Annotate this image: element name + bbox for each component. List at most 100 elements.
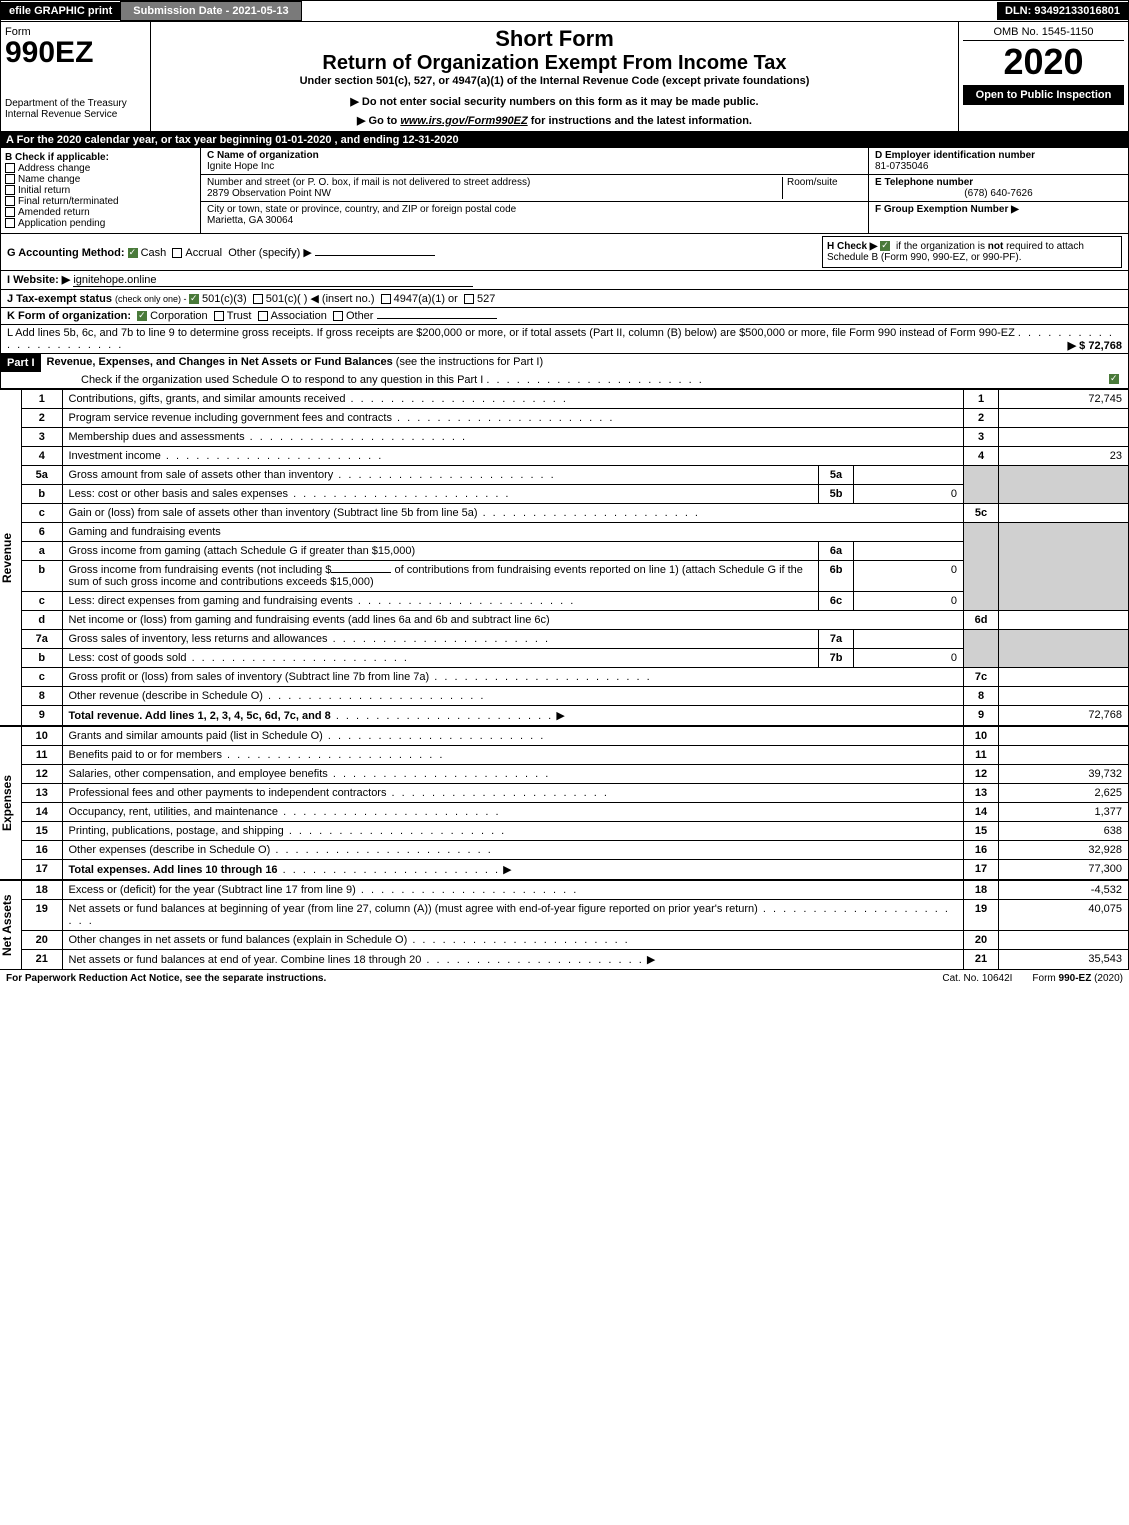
other-org-line[interactable] — [377, 318, 497, 319]
trust-checkbox[interactable] — [214, 311, 224, 321]
check-only-one: (check only one) - — [115, 294, 189, 304]
name-change-checkbox[interactable] — [5, 174, 15, 184]
other-org-label: Other — [346, 310, 374, 322]
line-4: 4Investment income423 — [22, 447, 1129, 466]
goto-link[interactable]: www.irs.gov/Form990EZ — [400, 115, 527, 127]
501c-label: 501(c)( ) ◀ (insert no.) — [266, 293, 375, 305]
initial-return-label: Initial return — [18, 185, 70, 196]
header-left: Form 990EZ Department of the Treasury In… — [1, 22, 151, 131]
expenses-vlabel: Expenses — [0, 726, 22, 880]
cash-checkbox[interactable] — [128, 248, 138, 258]
net-assets-section: Net Assets 18Excess or (deficit) for the… — [0, 880, 1129, 970]
527-checkbox[interactable] — [464, 294, 474, 304]
expenses-section: Expenses 10Grants and similar amounts pa… — [0, 726, 1129, 880]
page-footer: For Paperwork Reduction Act Notice, see … — [0, 970, 1129, 987]
trust-label: Trust — [227, 310, 252, 322]
schedule-o-checkbox[interactable] — [1109, 374, 1119, 384]
header-center: Short Form Return of Organization Exempt… — [151, 22, 958, 131]
netassets-vlabel: Net Assets — [0, 880, 22, 970]
return-title: Return of Organization Exempt From Incom… — [161, 52, 948, 75]
line-5b: bLess: cost or other basis and sales exp… — [22, 485, 1129, 504]
line-6b: bGross income from fundraising events (n… — [22, 561, 1129, 592]
row-i: I Website: ▶ ignitehope.online — [0, 271, 1129, 290]
expenses-table: 10Grants and similar amounts paid (list … — [22, 726, 1129, 880]
h-text2: if the organization is — [896, 241, 988, 252]
4947-checkbox[interactable] — [381, 294, 391, 304]
other-org-checkbox[interactable] — [333, 311, 343, 321]
final-return-label: Final return/terminated — [18, 196, 119, 207]
line-9: 9Total revenue. Add lines 1, 2, 3, 4, 5c… — [22, 706, 1129, 726]
initial-return-checkbox[interactable] — [5, 185, 15, 195]
501c3-checkbox[interactable] — [189, 294, 199, 304]
revenue-table: 1Contributions, gifts, grants, and simil… — [22, 389, 1129, 726]
website-label: I Website: ▶ — [7, 274, 70, 286]
accrual-label: Accrual — [185, 247, 222, 259]
line-3: 3Membership dues and assessments3 — [22, 428, 1129, 447]
final-return-checkbox[interactable] — [5, 196, 15, 206]
form-ref: Form 990-EZ (2020) — [1032, 973, 1123, 984]
other-specify-line[interactable] — [315, 255, 435, 256]
h-not: not — [988, 241, 1004, 252]
line-12: 12Salaries, other compensation, and empl… — [22, 765, 1129, 784]
line-8: 8Other revenue (describe in Schedule O)8 — [22, 687, 1129, 706]
row-l-text: L Add lines 5b, 6c, and 7b to line 9 to … — [7, 327, 1015, 339]
row-g: G Accounting Method: Cash Accrual Other … — [7, 246, 822, 259]
part-i-check-row: Check if the organization used Schedule … — [1, 372, 1128, 388]
h-checkbox[interactable] — [880, 241, 890, 251]
line-14: 14Occupancy, rent, utilities, and mainte… — [22, 803, 1129, 822]
line-6d: dNet income or (loss) from gaming and fu… — [22, 611, 1129, 630]
city-label: City or town, state or province, country… — [207, 204, 862, 215]
tel-value: (678) 640-7626 — [875, 188, 1122, 199]
cash-label: Cash — [141, 247, 167, 259]
row-l: L Add lines 5b, 6c, and 7b to line 9 to … — [0, 325, 1129, 354]
row-j: J Tax-exempt status (check only one) - 5… — [0, 290, 1129, 308]
box-c: C Name of organization Ignite Hope Inc N… — [201, 148, 868, 233]
501c-checkbox[interactable] — [253, 294, 263, 304]
dept-treasury: Department of the Treasury — [5, 98, 146, 109]
corp-checkbox[interactable] — [137, 311, 147, 321]
line-16: 16Other expenses (describe in Schedule O… — [22, 841, 1129, 860]
short-form-title: Short Form — [161, 26, 948, 52]
line-2: 2Program service revenue including gover… — [22, 409, 1129, 428]
org-info-grid: B Check if applicable: Address change Na… — [0, 148, 1129, 234]
line-19: 19Net assets or fund balances at beginni… — [22, 900, 1129, 931]
amended-return-label: Amended return — [18, 207, 90, 218]
box-b-label: B Check if applicable: — [5, 152, 196, 163]
ein-label: D Employer identification number — [875, 150, 1122, 161]
assoc-checkbox[interactable] — [258, 311, 268, 321]
addr-change-checkbox[interactable] — [5, 163, 15, 173]
tax-exempt-label: J Tax-exempt status — [7, 293, 112, 305]
form-number: 990EZ — [5, 38, 146, 68]
open-public: Open to Public Inspection — [963, 85, 1124, 105]
submission-date: Submission Date - 2021-05-13 — [120, 1, 301, 21]
form-org-label: K Form of organization: — [7, 310, 131, 322]
line-5a: 5aGross amount from sale of assets other… — [22, 466, 1129, 485]
revenue-vlabel: Revenue — [0, 389, 22, 726]
app-pending-label: Application pending — [18, 218, 105, 229]
row-h: H Check ▶ if the organization is not req… — [822, 236, 1122, 268]
accrual-checkbox[interactable] — [172, 248, 182, 258]
org-name: Ignite Hope Inc — [207, 161, 862, 172]
schedule-o-check-label: Check if the organization used Schedule … — [81, 374, 483, 386]
dln-label: DLN: 93492133016801 — [997, 2, 1128, 20]
6b-blank[interactable] — [331, 572, 391, 573]
line-6c: cLess: direct expenses from gaming and f… — [22, 592, 1129, 611]
app-pending-checkbox[interactable] — [5, 218, 15, 228]
tax-year: 2020 — [963, 41, 1124, 83]
line-20: 20Other changes in net assets or fund ba… — [22, 931, 1129, 950]
netassets-table: 18Excess or (deficit) for the year (Subt… — [22, 880, 1129, 970]
header-right: OMB No. 1545-1150 2020 Open to Public In… — [958, 22, 1128, 131]
irs-label: Internal Revenue Service — [5, 109, 146, 120]
line-5c: cGain or (loss) from sale of assets othe… — [22, 504, 1129, 523]
accounting-label: G Accounting Method: — [7, 247, 125, 259]
h-check-label: H Check ▶ — [827, 241, 877, 252]
addr-change-label: Address change — [18, 163, 90, 174]
ein-value: 81-0735046 — [875, 161, 1122, 172]
period-row: A For the 2020 calendar year, or tax yea… — [0, 132, 1129, 148]
revenue-section: Revenue 1Contributions, gifts, grants, a… — [0, 389, 1129, 726]
name-change-label: Name change — [18, 174, 80, 185]
line-7c: cGross profit or (loss) from sales of in… — [22, 668, 1129, 687]
amended-return-checkbox[interactable] — [5, 207, 15, 217]
goto-post: for instructions and the latest informat… — [528, 115, 752, 127]
part-i-header: Part I Revenue, Expenses, and Changes in… — [0, 354, 1129, 389]
